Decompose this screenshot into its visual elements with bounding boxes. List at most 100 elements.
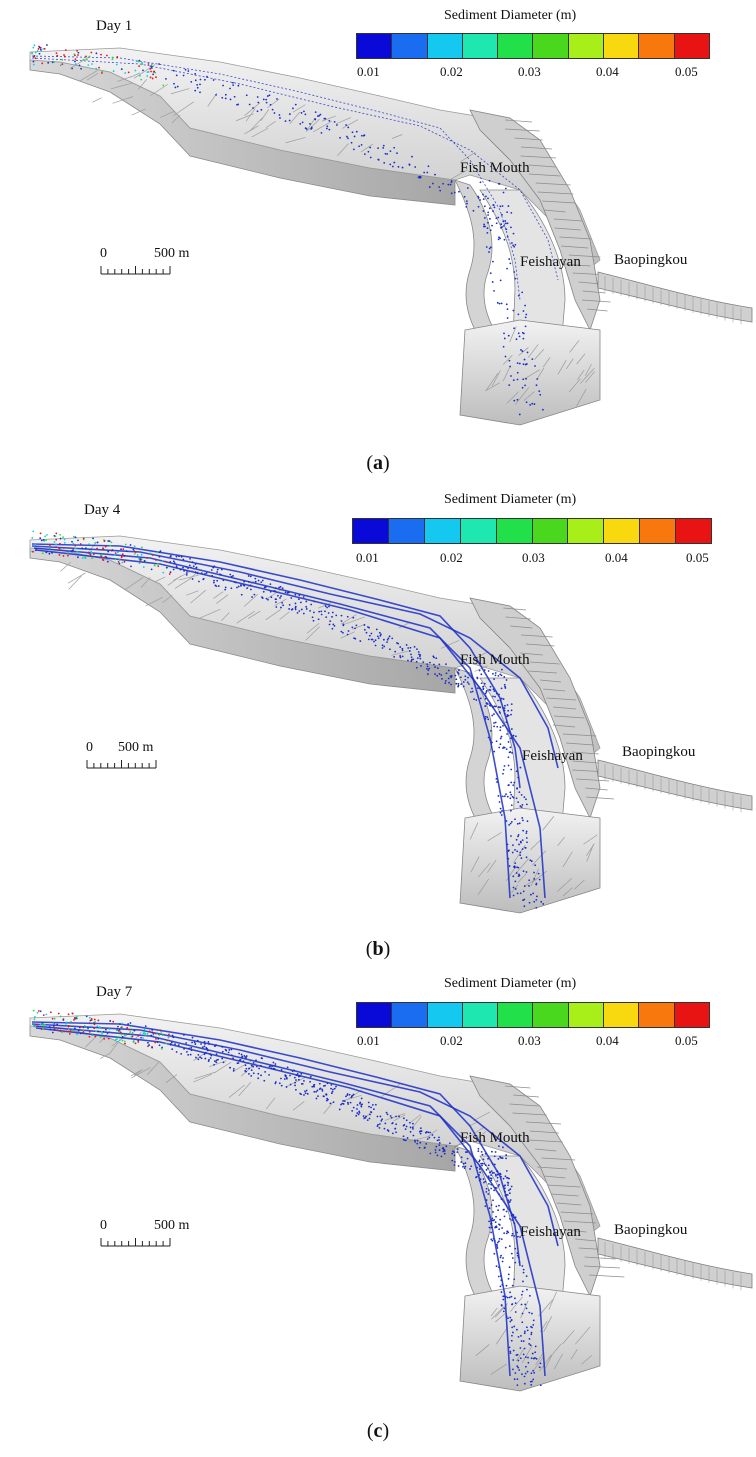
colorbar bbox=[352, 518, 712, 544]
sediment-particle bbox=[221, 1046, 224, 1048]
terrain-ridge bbox=[265, 121, 276, 129]
sediment-particle bbox=[456, 671, 459, 674]
sediment-particle bbox=[472, 209, 475, 212]
sediment-particle bbox=[516, 822, 519, 825]
terrain-ridge bbox=[440, 640, 460, 649]
sediment-particle bbox=[538, 878, 541, 881]
sediment-particle bbox=[496, 725, 499, 728]
sediment-particle bbox=[237, 585, 240, 588]
sediment-particle bbox=[411, 155, 413, 158]
sediment-particle bbox=[87, 64, 90, 67]
sediment-particle bbox=[183, 569, 186, 572]
sediment-particle bbox=[266, 95, 269, 97]
terrain-ridge bbox=[548, 1291, 557, 1310]
sediment-particle bbox=[396, 642, 398, 644]
sediment-particle bbox=[524, 1330, 526, 1333]
terrain-ridge bbox=[457, 1139, 473, 1146]
sediment-particle bbox=[506, 733, 509, 735]
sediment-particle bbox=[330, 1083, 333, 1086]
sediment-particle bbox=[211, 574, 214, 577]
sediment-particle bbox=[82, 1029, 85, 1031]
sediment-particle bbox=[36, 50, 39, 52]
sediment-particle bbox=[489, 246, 492, 249]
sediment-particle bbox=[502, 1298, 505, 1301]
sediment-particle bbox=[116, 1029, 118, 1032]
terrain-ridge bbox=[545, 1355, 553, 1369]
sediment-particle bbox=[175, 555, 178, 558]
sediment-particle bbox=[502, 698, 505, 700]
sediment-particle bbox=[519, 1357, 522, 1360]
sediment-particle bbox=[489, 729, 492, 732]
sediment-particle bbox=[519, 766, 522, 769]
sediment-particle bbox=[528, 879, 531, 882]
terrain-ridge bbox=[503, 607, 527, 611]
sediment-particle bbox=[53, 534, 56, 537]
sediment-particle bbox=[503, 676, 506, 678]
sediment-particle bbox=[96, 547, 98, 550]
terrain-ridge bbox=[470, 856, 480, 873]
sediment-particle bbox=[523, 1332, 526, 1335]
sediment-particle bbox=[517, 1336, 520, 1338]
sediment-particle bbox=[123, 1040, 126, 1043]
sediment-particle bbox=[102, 1030, 105, 1033]
sediment-particle bbox=[471, 676, 474, 679]
sediment-particle bbox=[525, 871, 528, 873]
sediment-particle bbox=[447, 183, 450, 186]
sediment-particle bbox=[206, 1047, 208, 1050]
sediment-particle bbox=[330, 1092, 333, 1095]
sediment-particle bbox=[489, 738, 491, 741]
sediment-particle bbox=[158, 555, 161, 558]
sediment-particle bbox=[512, 796, 515, 799]
sediment-particle bbox=[509, 797, 512, 800]
sediment-particle bbox=[120, 1033, 123, 1036]
sediment-particle bbox=[404, 1128, 407, 1131]
sediment-particle bbox=[152, 1032, 155, 1035]
sediment-particle bbox=[477, 205, 480, 208]
sediment-particle bbox=[187, 70, 190, 72]
sediment-particle bbox=[516, 1235, 519, 1238]
sediment-particle bbox=[511, 1257, 514, 1259]
sediment-particle bbox=[136, 554, 139, 556]
sediment-particle bbox=[88, 55, 91, 58]
sediment-particle bbox=[409, 646, 412, 649]
sediment-particle bbox=[174, 86, 177, 89]
sediment-particle bbox=[387, 637, 390, 640]
sediment-particle bbox=[368, 634, 371, 637]
sediment-particle bbox=[509, 1217, 511, 1220]
sediment-particle bbox=[203, 1053, 206, 1056]
terrain-ridge bbox=[292, 1101, 305, 1111]
sediment-particle bbox=[321, 1089, 324, 1092]
sediment-particle bbox=[202, 578, 205, 581]
sediment-particle bbox=[221, 1050, 224, 1053]
sediment-particle bbox=[244, 1064, 247, 1067]
sediment-particle bbox=[249, 584, 252, 587]
sediment-particle bbox=[123, 555, 126, 557]
sediment-particle bbox=[294, 593, 297, 596]
sediment-particle bbox=[373, 640, 375, 643]
sediment-particle bbox=[427, 669, 430, 672]
sediment-particle bbox=[281, 601, 284, 604]
sediment-particle bbox=[488, 1182, 490, 1185]
terrain-ridge bbox=[343, 1094, 362, 1101]
sediment-particle bbox=[140, 1036, 142, 1039]
sediment-particle bbox=[151, 1046, 154, 1049]
sediment-particle bbox=[402, 1124, 405, 1127]
sediment-particle bbox=[156, 563, 159, 565]
sediment-particle bbox=[514, 1302, 517, 1304]
sediment-particle bbox=[130, 1025, 133, 1028]
sediment-particle bbox=[82, 1030, 85, 1033]
sediment-particle bbox=[203, 1045, 206, 1048]
sediment-particle bbox=[509, 1320, 512, 1323]
sediment-particle bbox=[515, 838, 518, 841]
sediment-particle bbox=[488, 179, 491, 182]
terrain-ridge bbox=[495, 1312, 506, 1323]
sediment-particle bbox=[100, 554, 103, 556]
sediment-particle bbox=[127, 1023, 130, 1025]
sediment-particle bbox=[270, 596, 273, 599]
sediment-particle bbox=[172, 69, 175, 72]
sediment-particle bbox=[236, 103, 238, 106]
sediment-particle bbox=[503, 712, 506, 715]
terrain-ridge bbox=[504, 1085, 531, 1089]
terrain-ridge bbox=[576, 778, 610, 782]
terrain-ridge bbox=[238, 1082, 252, 1097]
